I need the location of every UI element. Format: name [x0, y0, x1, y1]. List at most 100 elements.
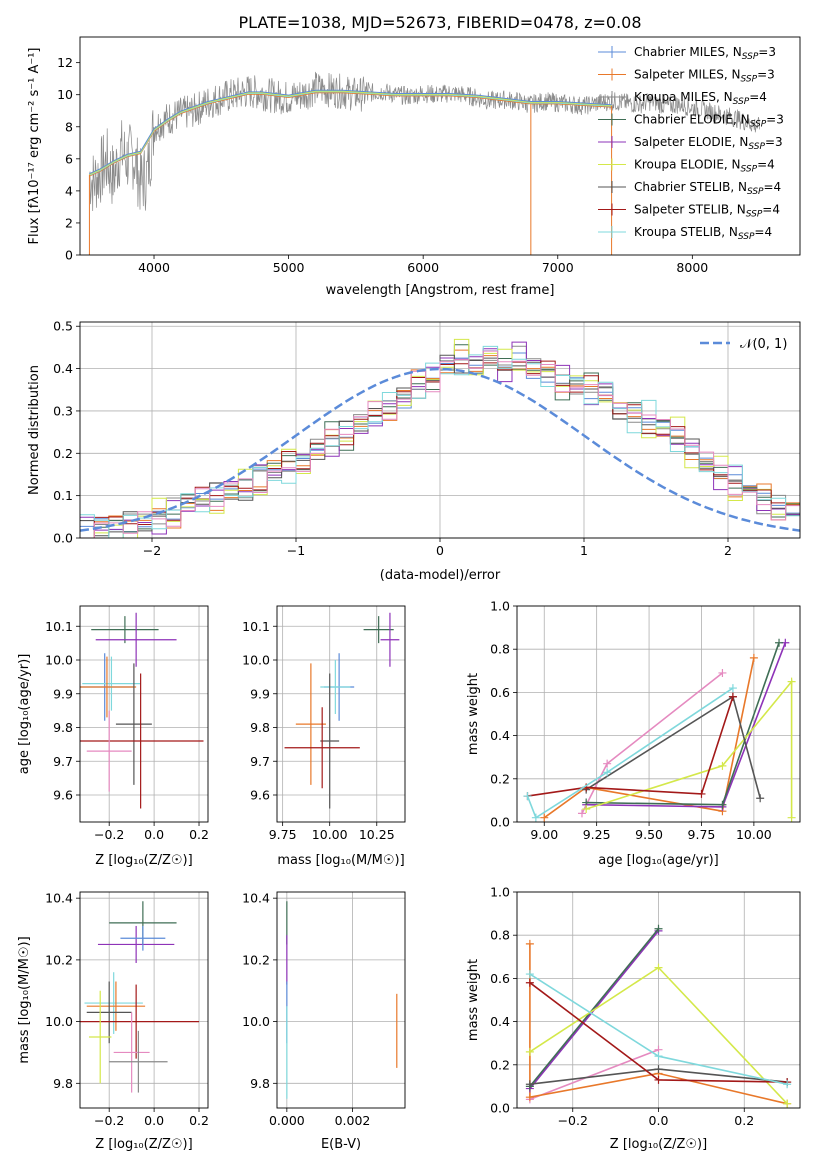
y-tick-label: 0.2: [490, 1057, 510, 1072]
legend-label: Salpeter ELODIE, NSSP=3: [634, 135, 783, 152]
y-tick-label: 0.4: [490, 1014, 510, 1029]
y-tick-label: 0.5: [53, 319, 73, 334]
histogram-group: [80, 338, 800, 538]
weight-marker: [540, 813, 549, 822]
y-axis-label: age [log₁₀(age/yr)]: [17, 654, 32, 775]
errorbar-group: [80, 901, 200, 1093]
x-axis-label: age [log₁₀(age/yr)]: [598, 853, 719, 868]
legend-label: Kroupa ELODIE, NSSP=4: [634, 158, 775, 175]
weight-marker: [718, 668, 727, 677]
y-tick-label: 9.7: [250, 754, 270, 769]
x-tick-label: 5000: [273, 260, 305, 275]
x-tick-label: 9.00: [530, 827, 558, 842]
y-tick-label: 10.2: [242, 952, 270, 967]
mass-vs-metallicity-panel: −0.2 0.0 0.2 9.8 10.0 10.2 10.4 Z [log₁₀(Z/Z☉)]…: [17, 891, 209, 1152]
y-axis-label: mass weight: [466, 673, 481, 755]
legend-label: Salpeter MILES, NSSP=3: [634, 68, 775, 85]
x-axis-label: Z [log₁₀(Z/Z☉)]: [610, 1137, 707, 1152]
x-tick-label: 9.75: [269, 827, 297, 842]
x-tick-label: 0: [436, 543, 444, 558]
figure-title: PLATE=1038, MJD=52673, FIBERID=0478, z=0…: [238, 13, 641, 32]
weight-marker: [525, 1047, 534, 1056]
axes-frame: [276, 605, 406, 823]
y-axis-label: mass [log₁₀(M/M☉)]: [17, 936, 32, 1063]
y-tick-label: 0.0: [53, 531, 73, 546]
y-tick-label: 0.0: [490, 1101, 510, 1116]
weight-marker: [654, 924, 663, 933]
weight-marker: [525, 978, 534, 987]
age-vs-mass-panel: 9.75 10.00 10.25 9.6 9.7 9.8 9.9 10.0 10.1 mass […: [242, 605, 406, 868]
y-tick-label: 10: [57, 87, 73, 102]
x-axis-label: (data-model)/error: [380, 568, 501, 583]
weight-marker: [577, 809, 586, 818]
x-tick-label: 0.002: [335, 1113, 371, 1128]
weight-line: [526, 687, 734, 819]
x-tick-label: −2: [143, 543, 161, 558]
weight-marker: [749, 653, 758, 662]
x-tick-label: 0.0: [144, 827, 164, 842]
y-tick-label: 9.6: [53, 788, 73, 803]
y-tick-label: 9.8: [250, 1076, 270, 1091]
y-tick-label: 10.0: [242, 653, 270, 668]
y-tick-label: 9.8: [53, 1076, 73, 1091]
weight-marker: [523, 792, 532, 801]
age-vs-metallicity-panel: −0.2 0.0 0.2 9.6 9.7 9.8 9.9 10.0 10.1 Z [log₁₀(Z…: [17, 605, 209, 868]
weight-marker: [697, 789, 706, 798]
y-tick-label: 8: [65, 119, 73, 134]
spectrum-legend: Chabrier MILES, NSSP=3 Salpeter MILES, NS…: [598, 45, 784, 242]
y-tick-label: 10.0: [45, 1014, 73, 1029]
mass-vs-ebv-panel: 0.000 0.002 9.8 10.0 10.2 10.4 E(B-V): [242, 891, 406, 1152]
y-tick-label: 12: [57, 55, 73, 70]
x-tick-label: 0.2: [734, 1113, 754, 1128]
y-tick-label: 10.2: [45, 952, 73, 967]
x-tick-label: 0.0: [649, 1113, 669, 1128]
x-tick-label: 10.00: [736, 827, 772, 842]
x-tick-label: −0.2: [94, 1113, 124, 1128]
y-tick-label: 1.0: [490, 885, 510, 900]
errorbar-group: [286, 901, 398, 1099]
weight-marker: [531, 813, 540, 822]
y-tick-label: 9.8: [250, 720, 270, 735]
weight-line: [543, 657, 755, 819]
weight-marker: [728, 684, 737, 693]
y-tick-label: 9.9: [53, 686, 73, 701]
x-tick-label: −0.2: [558, 1113, 588, 1128]
y-tick-label: 10.4: [45, 891, 73, 906]
x-tick-label: 10.25: [359, 827, 395, 842]
weight-marker: [718, 761, 727, 770]
x-tick-label: 8000: [676, 260, 708, 275]
weight-vs-age-panel: 9.00 9.25 9.50 9.75 10.00 0.0 0.2 0.4 0.6 0.8 1.0 a…: [466, 599, 801, 868]
weight-marker: [787, 813, 796, 822]
y-tick-label: 0.3: [53, 403, 73, 418]
legend-label: Chabrier ELODIE, NSSP=3: [634, 113, 784, 130]
gaussian-curve: [80, 367, 800, 532]
y-axis-label: mass weight: [466, 959, 481, 1041]
axes-frame: [516, 891, 801, 1109]
weight-marker: [775, 638, 784, 647]
y-tick-label: 0.0: [490, 815, 510, 830]
x-tick-label: 6000: [407, 260, 439, 275]
histogram-step: [80, 349, 800, 538]
y-tick-label: 0.6: [490, 971, 510, 986]
x-tick-label: 9.75: [688, 827, 716, 842]
y-tick-label: 10.0: [45, 653, 73, 668]
y-tick-label: 0.6: [490, 685, 510, 700]
weight-marker: [654, 1065, 663, 1074]
weight-line: [529, 943, 788, 1105]
histogram-step: [80, 350, 800, 533]
x-tick-label: 9.25: [583, 827, 611, 842]
axes-frame: [276, 891, 406, 1109]
legend-label: Kroupa STELIB, NSSP=4: [634, 225, 772, 242]
histogram-step: [80, 350, 800, 538]
x-tick-label: 7000: [542, 260, 574, 275]
legend-label: Chabrier STELIB, NSSP=4: [634, 180, 781, 197]
x-tick-label: 4000: [138, 260, 170, 275]
weight-marker: [787, 677, 796, 686]
legend-label: Kroupa MILES, NSSP=4: [634, 90, 767, 107]
spectrum-lines: [88, 71, 760, 255]
x-tick-label: −0.2: [94, 827, 124, 842]
x-tick-label: 1: [580, 543, 588, 558]
histogram-step: [80, 345, 800, 538]
y-tick-label: 10.4: [242, 891, 270, 906]
y-tick-label: 10.1: [242, 619, 270, 634]
